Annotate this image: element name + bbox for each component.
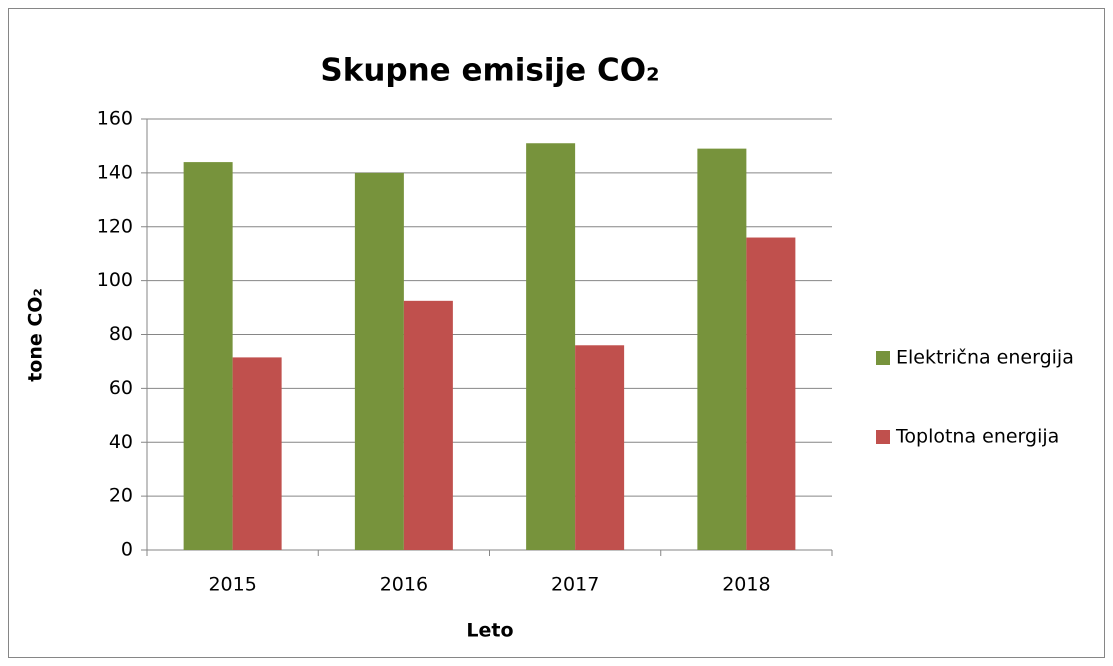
y-tick-label: 100 bbox=[97, 269, 133, 291]
y-tick-label: 160 bbox=[97, 108, 133, 130]
bar bbox=[746, 237, 796, 550]
bar bbox=[697, 148, 747, 550]
bar bbox=[526, 143, 576, 550]
y-tick-label: 20 bbox=[109, 485, 133, 507]
legend-label: Električna energija bbox=[896, 347, 1074, 369]
x-tick-label: 2016 bbox=[380, 574, 428, 596]
y-tick-label: 0 bbox=[121, 539, 133, 561]
y-axis-title: tone CO₂ bbox=[25, 288, 47, 382]
legend-swatch bbox=[876, 430, 890, 444]
y-tick-label: 120 bbox=[97, 215, 133, 237]
x-tick-label: 2015 bbox=[208, 574, 256, 596]
legend-swatch bbox=[876, 351, 890, 365]
x-axis-title: Leto bbox=[466, 620, 513, 642]
y-tick-label: 60 bbox=[109, 377, 133, 399]
bar bbox=[403, 300, 453, 550]
y-tick-label: 40 bbox=[109, 431, 133, 453]
legend-label: Toplotna energija bbox=[895, 426, 1059, 448]
bar bbox=[232, 357, 282, 550]
bar bbox=[183, 162, 233, 550]
y-tick-label: 140 bbox=[97, 161, 133, 183]
bar bbox=[575, 345, 625, 550]
x-tick-label: 2018 bbox=[722, 574, 770, 596]
x-tick-label: 2017 bbox=[551, 574, 599, 596]
bar bbox=[354, 172, 404, 550]
chart-title: Skupne emisije CO₂ bbox=[320, 53, 659, 89]
y-tick-label: 80 bbox=[109, 323, 133, 345]
